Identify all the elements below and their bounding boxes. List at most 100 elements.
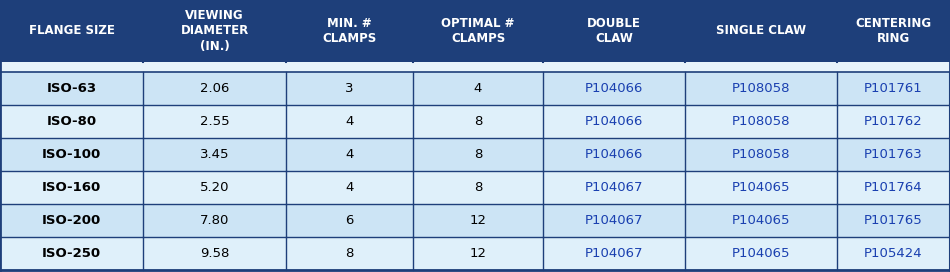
Text: ISO-100: ISO-100 — [42, 148, 101, 161]
Text: 2.06: 2.06 — [200, 82, 229, 95]
Text: 8: 8 — [474, 181, 483, 194]
Bar — [413, 105, 543, 138]
Bar — [0, 204, 143, 237]
Bar — [837, 171, 950, 204]
Text: P108058: P108058 — [732, 148, 790, 161]
Bar — [413, 204, 543, 237]
Bar — [685, 171, 837, 204]
Text: 7.80: 7.80 — [200, 214, 229, 227]
Text: ISO-80: ISO-80 — [47, 115, 97, 128]
Text: 3.45: 3.45 — [200, 148, 229, 161]
Text: P104065: P104065 — [732, 214, 790, 227]
Text: 5.20: 5.20 — [200, 181, 229, 194]
Bar — [286, 138, 413, 171]
Bar — [143, 204, 286, 237]
Text: DOUBLE
CLAW: DOUBLE CLAW — [587, 17, 641, 45]
Bar — [685, 105, 837, 138]
Text: P101762: P101762 — [864, 115, 922, 128]
Text: P108058: P108058 — [732, 115, 790, 128]
Bar — [837, 237, 950, 270]
Text: P104066: P104066 — [585, 115, 643, 128]
Bar — [0, 62, 950, 72]
Bar — [837, 204, 950, 237]
Bar — [543, 0, 685, 62]
Bar — [143, 171, 286, 204]
Bar — [685, 204, 837, 237]
Bar — [837, 138, 950, 171]
Text: P104065: P104065 — [732, 247, 790, 260]
Text: VIEWING
DIAMETER
(IN.): VIEWING DIAMETER (IN.) — [180, 9, 249, 53]
Text: 8: 8 — [345, 247, 353, 260]
Bar — [413, 138, 543, 171]
Bar — [0, 237, 143, 270]
Bar — [0, 171, 143, 204]
Text: P101763: P101763 — [864, 148, 922, 161]
Bar — [685, 138, 837, 171]
Bar — [837, 0, 950, 62]
Bar — [413, 171, 543, 204]
Text: 8: 8 — [474, 115, 483, 128]
Bar — [413, 72, 543, 105]
Bar — [0, 138, 143, 171]
Bar — [143, 105, 286, 138]
Bar — [543, 204, 685, 237]
Text: P104067: P104067 — [585, 214, 643, 227]
Text: P101764: P101764 — [864, 181, 922, 194]
Bar — [286, 72, 413, 105]
Text: P104066: P104066 — [585, 82, 643, 95]
Bar — [286, 105, 413, 138]
Text: P101765: P101765 — [864, 214, 922, 227]
Text: 9.58: 9.58 — [200, 247, 229, 260]
Bar — [0, 0, 950, 62]
Text: SINGLE CLAW: SINGLE CLAW — [716, 24, 806, 38]
Bar — [685, 237, 837, 270]
Text: P104066: P104066 — [585, 148, 643, 161]
Bar — [685, 0, 837, 62]
Text: FLANGE SIZE: FLANGE SIZE — [28, 24, 114, 38]
Text: 4: 4 — [345, 181, 353, 194]
Text: ISO-250: ISO-250 — [42, 247, 101, 260]
Bar — [286, 0, 413, 62]
Text: 8: 8 — [474, 148, 483, 161]
Text: 2.55: 2.55 — [200, 115, 229, 128]
Text: 4: 4 — [474, 82, 483, 95]
Text: P104067: P104067 — [585, 181, 643, 194]
Bar — [143, 138, 286, 171]
Bar — [286, 171, 413, 204]
Bar — [837, 105, 950, 138]
Bar — [286, 237, 413, 270]
Text: P104065: P104065 — [732, 181, 790, 194]
Text: ISO-63: ISO-63 — [47, 82, 97, 95]
Bar — [837, 72, 950, 105]
Bar — [543, 72, 685, 105]
Text: P101761: P101761 — [864, 82, 922, 95]
Bar — [286, 204, 413, 237]
Text: 3: 3 — [345, 82, 353, 95]
Text: 12: 12 — [469, 247, 486, 260]
Bar — [143, 237, 286, 270]
Bar — [413, 0, 543, 62]
Text: ISO-160: ISO-160 — [42, 181, 101, 194]
Bar — [543, 171, 685, 204]
Bar — [413, 237, 543, 270]
Bar — [685, 72, 837, 105]
Bar — [143, 72, 286, 105]
Text: P105424: P105424 — [864, 247, 922, 260]
Text: 4: 4 — [345, 115, 353, 128]
Text: 6: 6 — [345, 214, 353, 227]
Text: 12: 12 — [469, 214, 486, 227]
Bar — [143, 0, 286, 62]
Bar — [0, 0, 143, 62]
Bar — [543, 105, 685, 138]
Text: ISO-200: ISO-200 — [42, 214, 101, 227]
Bar — [543, 138, 685, 171]
Text: CENTERING
RING: CENTERING RING — [855, 17, 932, 45]
Bar — [543, 237, 685, 270]
Bar — [0, 105, 143, 138]
Text: P104067: P104067 — [585, 247, 643, 260]
Text: 4: 4 — [345, 148, 353, 161]
Bar — [0, 72, 143, 105]
Text: MIN. #
CLAMPS: MIN. # CLAMPS — [322, 17, 376, 45]
Text: OPTIMAL #
CLAMPS: OPTIMAL # CLAMPS — [442, 17, 515, 45]
Text: P108058: P108058 — [732, 82, 790, 95]
